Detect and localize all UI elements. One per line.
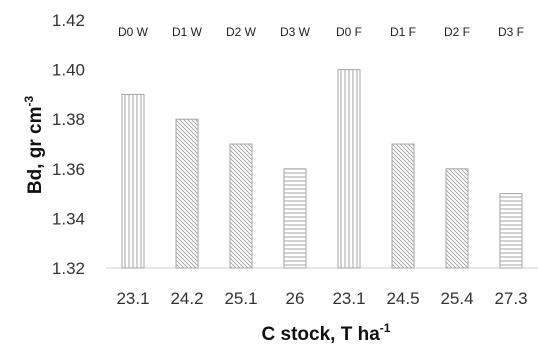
y-axis-title-superscript: -3 (22, 96, 36, 107)
x-tick-label: 23.1 (116, 289, 149, 308)
bar (283, 168, 307, 269)
y-tick-label: 1.40 (52, 61, 85, 80)
bar-label: D1 W (172, 25, 203, 39)
y-tick-label: 1.38 (52, 110, 85, 129)
bar (391, 143, 415, 269)
bar-label: D0 F (336, 25, 362, 39)
bar-label: D1 F (390, 25, 416, 39)
bar-label: D3 W (280, 25, 311, 39)
bar (337, 69, 361, 269)
y-tick-label: 1.32 (52, 259, 85, 278)
bar-label: D3 F (498, 25, 524, 39)
x-axis-title-superscript: -1 (380, 321, 391, 335)
bar (175, 118, 199, 269)
y-tick-label: 1.36 (52, 160, 85, 179)
bar-labels: D0 W D1 W D2 W D3 W D0 F D1 F D2 F D3 F (118, 25, 524, 39)
x-tick-label: 24.5 (386, 289, 419, 308)
bar-label: D0 W (118, 25, 149, 39)
x-tick-label: 24.2 (170, 289, 203, 308)
x-axis-title: C stock, T ha-1 (262, 321, 391, 345)
x-tick-label: 25.4 (440, 289, 473, 308)
x-tick-label: 27.3 (494, 289, 527, 308)
x-tick-label: 23.1 (332, 289, 365, 308)
y-axis-ticks: 1.32 1.34 1.36 1.38 1.40 1.42 (52, 11, 85, 278)
y-tick-label: 1.42 (52, 11, 85, 30)
y-tick-label: 1.34 (52, 209, 85, 228)
bar (499, 193, 523, 269)
x-tick-label: 26 (286, 289, 305, 308)
bars (121, 69, 523, 269)
x-tick-label: 25.1 (224, 289, 257, 308)
bar (121, 93, 145, 269)
bar (445, 168, 469, 269)
bar-label: D2 W (226, 25, 257, 39)
x-axis-ticks: 23.1 24.2 25.1 26 23.1 24.5 25.4 27.3 (116, 289, 527, 308)
y-axis-title: Bd, gr cm-3 (22, 96, 46, 195)
bar (229, 143, 253, 269)
bar-label: D2 F (444, 25, 470, 39)
